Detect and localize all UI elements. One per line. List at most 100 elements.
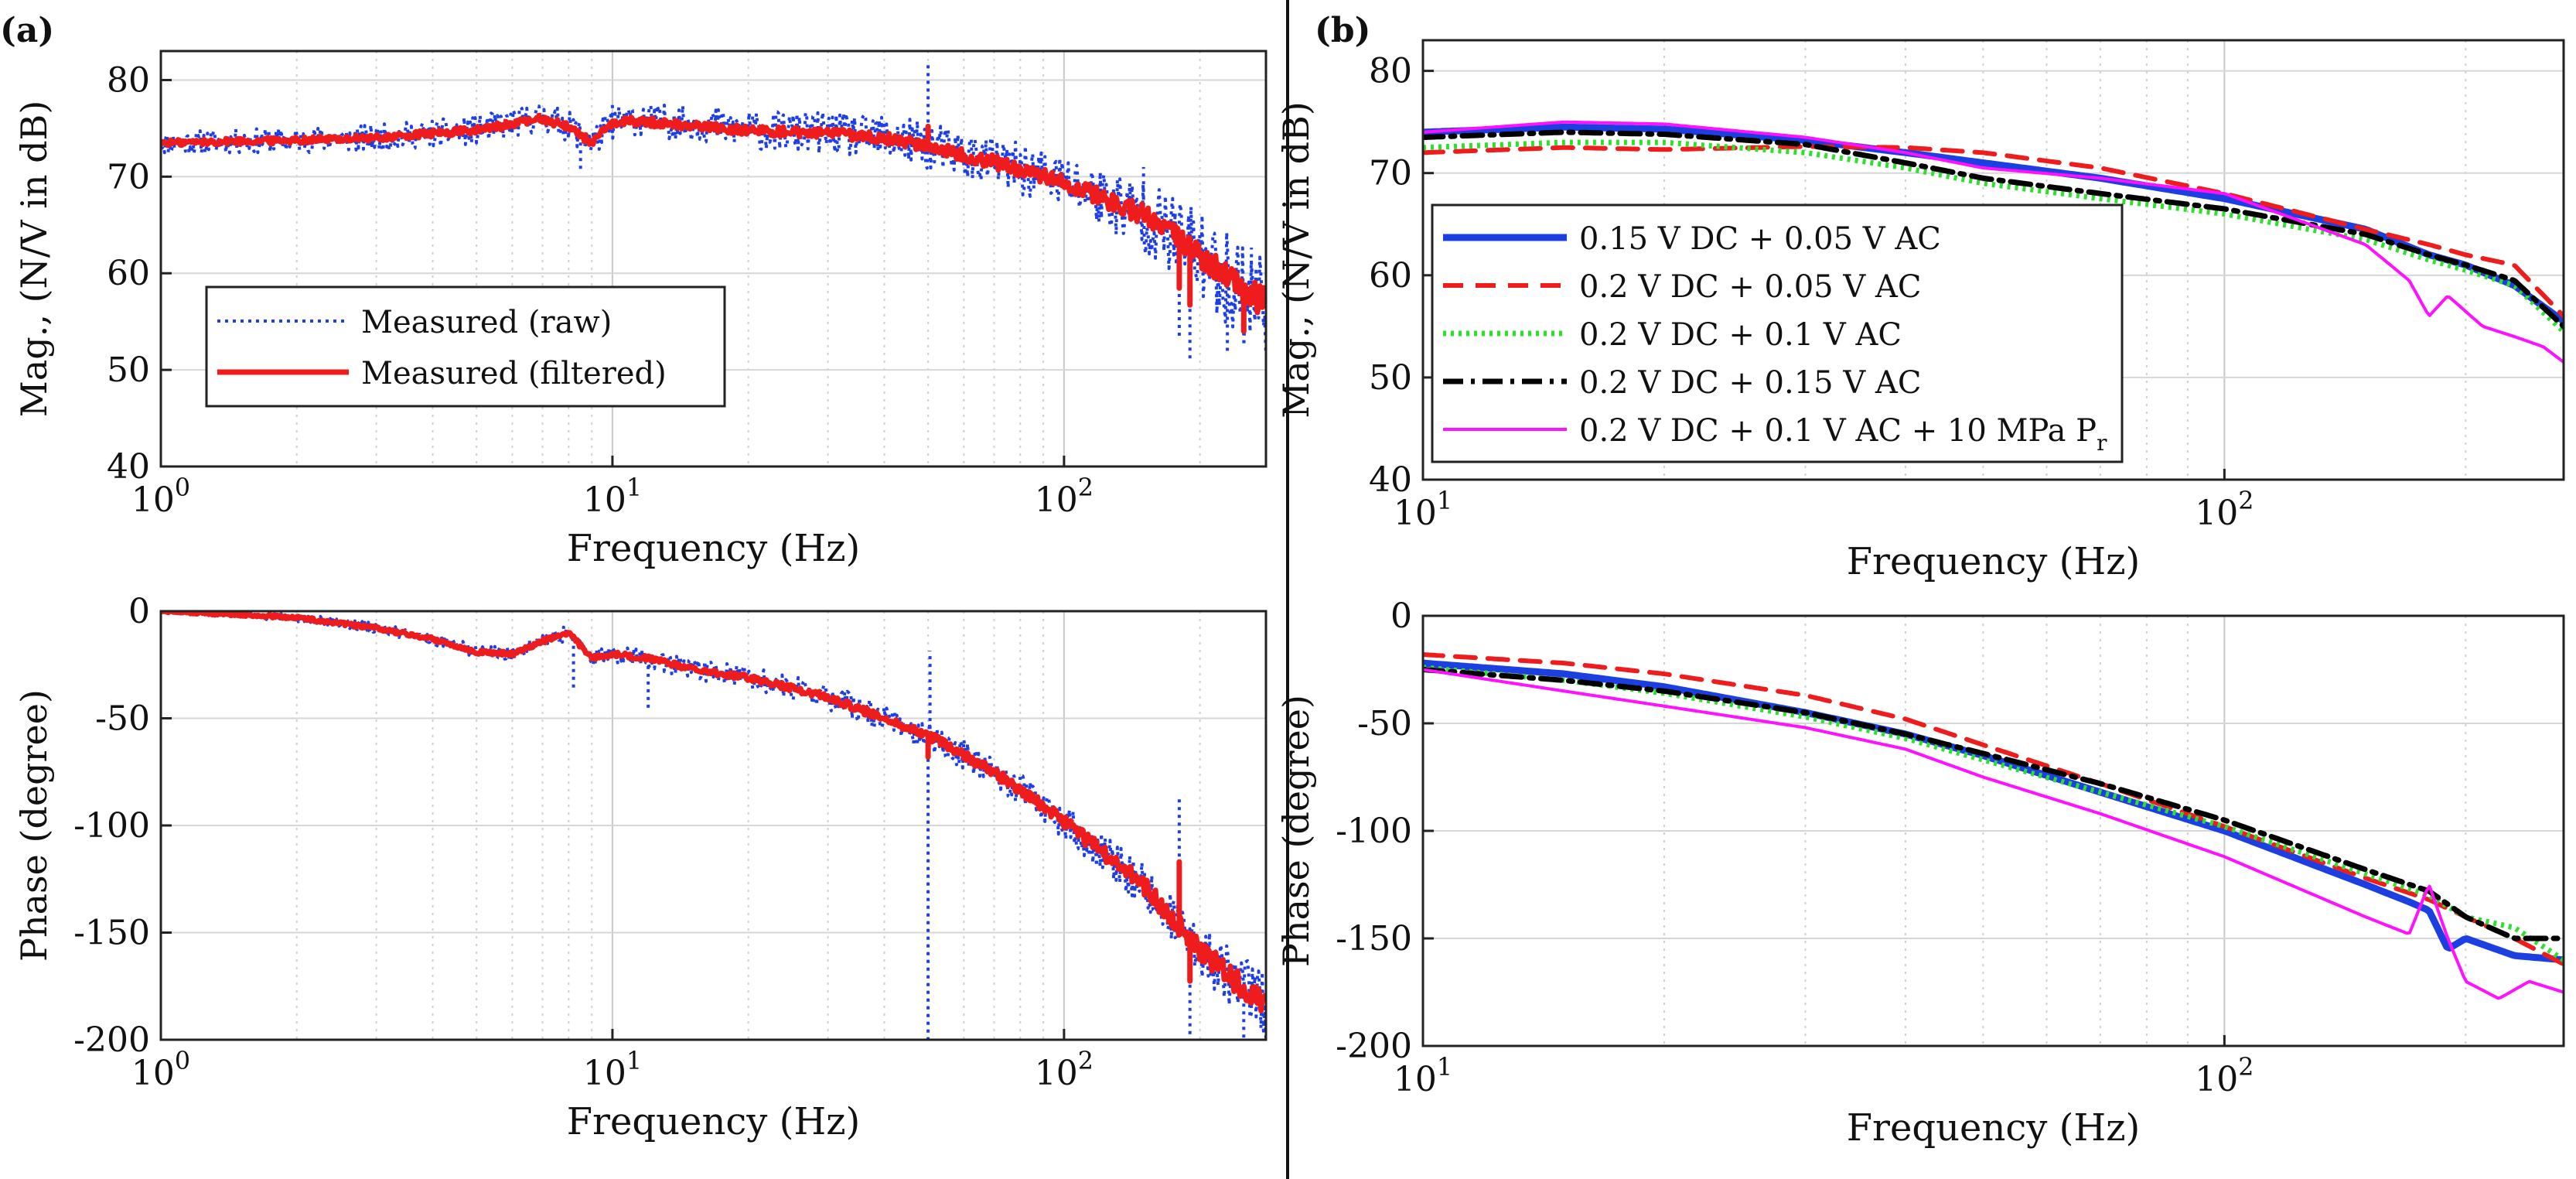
series-line-s4 [1423,667,2564,941]
legend: 0.15 V DC + 0.05 V AC 0.2 V DC + 0.05 V A… [1431,203,2124,463]
x-tick-base: 10 [2195,494,2238,533]
legend-label-s4: 0.2 V DC + 0.15 V AC [1579,365,1921,401]
x-tick-label: 102 [2195,1054,2254,1099]
x-tick-exponent: 2 [1078,474,1094,502]
y-axis-label: Phase (degree) [1275,695,1317,967]
legend-box [1431,203,2124,463]
legend: Measured (raw) Measured (filtered) [205,285,726,408]
y-tick-label: 0 [1390,596,1412,636]
x-axis-label: Frequency (Hz) [567,1100,860,1143]
axes-box [159,50,1268,468]
y-axis-label: Mag., (N/V in dB) [1275,101,1317,419]
y-tick-label: 80 [1369,52,1412,91]
x-axis-label: Frequency (Hz) [1847,1106,2140,1150]
series-line-s5 [1423,668,2564,1000]
y-tick-label: 50 [1369,358,1412,398]
x-tick-exponent: 2 [2238,487,2254,515]
legend-text: 0.2 V DC + 0.05 V AC [1579,269,1921,305]
y-tick-label: 70 [1369,154,1412,193]
x-tick-base: 10 [1394,1060,1437,1099]
y-axis-label: Mag., (N/V in dB) [13,101,55,418]
legend-text: Measured (filtered) [361,356,667,391]
y-tick-label: -150 [73,914,150,953]
x-tick-exponent: 1 [1437,487,1452,515]
x-axis-label: Frequency (Hz) [567,527,860,570]
x-tick-base: 10 [2195,1060,2238,1099]
legend-box [205,285,726,408]
x-tick-exponent: 1 [626,474,642,502]
panel-label-a: (a) [0,11,54,50]
series-line-s1 [1423,659,2564,964]
series-line-s2 [1423,652,2564,967]
grid [161,611,1266,1040]
y-tick-label: 0 [128,592,150,631]
y-tick-label: 40 [1369,460,1412,500]
y-tick-label: -50 [95,699,150,739]
y-tick-label: -100 [73,806,150,846]
y-tick-label: 80 [107,60,150,100]
x-tick-exponent: 0 [175,474,190,502]
x-tick-base: 10 [1035,1054,1078,1093]
legend-label-s3: 0.2 V DC + 0.1 V AC [1579,317,1902,353]
x-tick-exponent: 1 [626,1047,642,1075]
legend-text: 0.2 V DC + 0.1 V AC [1579,317,1902,353]
x-tick-label: 101 [583,1047,642,1093]
y-tick-label: 50 [107,350,150,390]
y-tick-label: 70 [107,157,150,196]
x-tick-exponent: 0 [175,1047,190,1075]
legend-text: 0.2 V DC + 0.1 V AC + 10 MPa P [1579,413,2097,449]
x-tick-base: 10 [583,1054,626,1093]
x-tick-base: 10 [1035,480,1078,520]
y-tick-label: -100 [1336,812,1412,851]
legend-subscript: r [2097,430,2107,456]
x-tick-base: 10 [131,480,175,520]
series-line-s4 [1423,129,2564,330]
series-line-filtered [161,611,1266,1013]
y-tick-label: 60 [1369,256,1412,296]
y-tick-label: -150 [1336,919,1412,959]
x-tick-base: 10 [131,1054,175,1093]
series-group [161,63,1266,364]
x-tick-base: 10 [583,480,626,520]
x-tick-label: 102 [1035,1047,1094,1093]
x-tick-exponent: 2 [2238,1054,2254,1082]
legend-label-s1: 0.15 V DC + 0.05 V AC [1579,221,1941,257]
grid [1423,616,2564,1046]
series-line-s5 [1423,120,2564,364]
x-axis-label: Frequency (Hz) [1847,540,2140,583]
series-line-filtered [161,112,1266,334]
x-tick-base: 10 [1394,494,1437,533]
x-tick-label: 102 [2195,487,2254,533]
x-tick-label: 100 [131,474,190,520]
y-tick-label: -200 [1336,1027,1412,1066]
panel-label-b: (b) [1315,11,1370,50]
series-group [1423,120,2564,364]
legend-label-filtered: Measured (filtered) [361,356,667,391]
legend-label-s2: 0.2 V DC + 0.05 V AC [1579,269,1921,305]
x-tick-label: 101 [1394,487,1452,533]
y-tick-label: -50 [1357,704,1412,743]
series-line-s3 [1423,139,2564,334]
x-tick-label: 100 [131,1047,190,1093]
y-tick-label: 60 [107,254,150,293]
axes-box [1421,39,2565,481]
legend-label-raw: Measured (raw) [361,305,612,340]
x-tick-exponent: 2 [1078,1047,1094,1075]
x-tick-label: 101 [1394,1054,1452,1099]
x-tick-exponent: 1 [1437,1054,1452,1082]
legend-label-s5: 0.2 V DC + 0.1 V AC + 10 MPa Pr [1579,413,2107,456]
y-tick-label: -200 [73,1020,150,1060]
series-line-s3 [1423,665,2564,962]
y-axis-label: Phase (degree) [13,689,55,962]
x-tick-label: 102 [1035,474,1094,520]
series-group [161,611,1266,1040]
legend-text: 0.15 V DC + 0.05 V AC [1579,221,1941,257]
series-group [1423,652,2564,1000]
y-tick-label: 40 [107,447,150,487]
legend-text: Measured (raw) [361,305,612,340]
